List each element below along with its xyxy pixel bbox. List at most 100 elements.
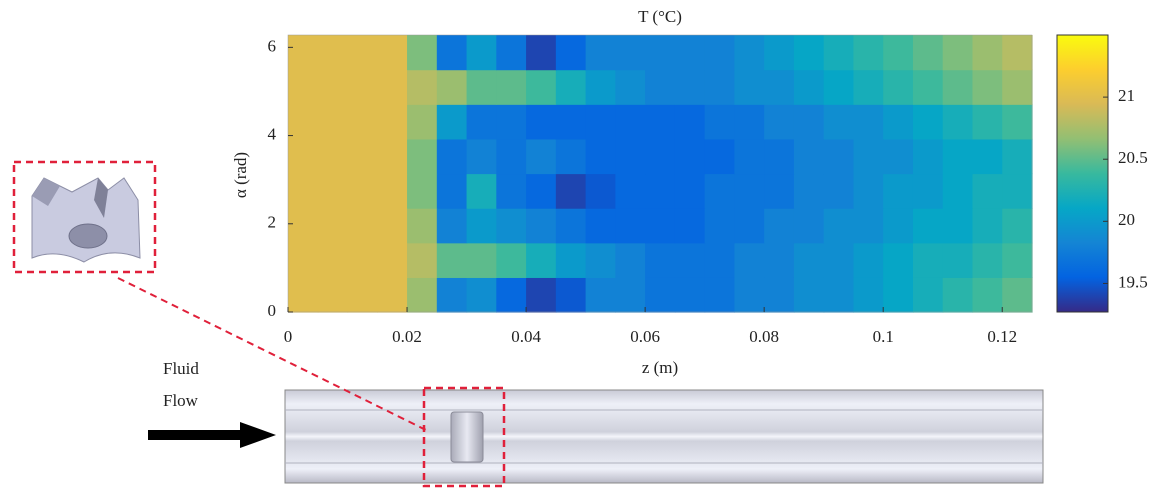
heat-cell xyxy=(913,104,943,139)
heat-cell xyxy=(496,104,526,139)
heat-cell xyxy=(586,243,616,278)
heat-cell xyxy=(853,208,883,243)
heat-cell xyxy=(526,208,556,243)
heat-cell xyxy=(496,70,526,105)
heat-cell xyxy=(556,174,586,209)
heat-cell xyxy=(288,277,318,312)
flow-label: Flow xyxy=(163,391,199,410)
heat-cell xyxy=(883,35,913,70)
heat-cell xyxy=(734,243,764,278)
heat-cell xyxy=(883,277,913,312)
chart-title: T (°C) xyxy=(638,7,682,26)
heat-cell xyxy=(972,70,1002,105)
heat-cell xyxy=(943,174,973,209)
heat-cell xyxy=(972,277,1002,312)
heat-cell xyxy=(824,243,854,278)
heat-cell xyxy=(943,35,973,70)
heat-cell xyxy=(645,174,675,209)
heat-cell xyxy=(288,35,318,70)
heat-cell xyxy=(972,139,1002,174)
heat-cell xyxy=(972,104,1002,139)
x-tick-label: 0.04 xyxy=(511,327,541,346)
heat-cell xyxy=(556,35,586,70)
heat-cell xyxy=(556,139,586,174)
heat-cell xyxy=(1002,35,1032,70)
heat-cell xyxy=(586,208,616,243)
x-tick-label: 0 xyxy=(284,327,293,346)
heat-cell xyxy=(883,139,913,174)
heat-cell xyxy=(615,104,645,139)
heat-cell xyxy=(794,104,824,139)
heat-cell xyxy=(972,35,1002,70)
heat-cell xyxy=(615,208,645,243)
heat-cell xyxy=(734,35,764,70)
heat-cell xyxy=(1002,70,1032,105)
heat-cell xyxy=(437,243,467,278)
heat-cell xyxy=(883,174,913,209)
heat-cell xyxy=(526,243,556,278)
x-tick-label: 0.1 xyxy=(873,327,894,346)
heat-cell xyxy=(556,277,586,312)
heat-cell xyxy=(705,174,735,209)
heat-cell xyxy=(824,139,854,174)
y-tick-label: 0 xyxy=(268,301,277,320)
heat-cell xyxy=(615,35,645,70)
heat-cell xyxy=(407,104,437,139)
heat-cell xyxy=(467,139,497,174)
heat-cell xyxy=(734,70,764,105)
heat-cell xyxy=(377,139,407,174)
heat-cell xyxy=(377,70,407,105)
heat-cell xyxy=(615,70,645,105)
heat-cell xyxy=(645,243,675,278)
heat-cell xyxy=(853,174,883,209)
heat-cell xyxy=(586,70,616,105)
heat-cell xyxy=(407,139,437,174)
heat-cell xyxy=(675,174,705,209)
x-axis-label: z (m) xyxy=(642,358,678,377)
heat-cell xyxy=(288,243,318,278)
heat-cell xyxy=(586,35,616,70)
heat-cell xyxy=(288,208,318,243)
heat-cell xyxy=(615,243,645,278)
heat-cell xyxy=(943,139,973,174)
heat-cell xyxy=(764,243,794,278)
heat-cell xyxy=(675,139,705,174)
heat-cell xyxy=(1002,243,1032,278)
heat-cell xyxy=(318,35,348,70)
heat-cell xyxy=(407,35,437,70)
heat-cell xyxy=(883,104,913,139)
heat-cell xyxy=(853,70,883,105)
heat-cell xyxy=(318,104,348,139)
heat-cell xyxy=(437,139,467,174)
heat-cell xyxy=(318,174,348,209)
heat-cell xyxy=(972,208,1002,243)
heat-cell xyxy=(794,277,824,312)
heat-cell xyxy=(794,139,824,174)
heat-cell xyxy=(824,277,854,312)
heat-cell xyxy=(467,35,497,70)
heat-cell xyxy=(764,174,794,209)
heat-cell xyxy=(764,277,794,312)
heat-cell xyxy=(734,139,764,174)
heat-cell xyxy=(586,139,616,174)
heat-cell xyxy=(526,70,556,105)
heat-cell xyxy=(348,174,378,209)
heat-cell xyxy=(913,208,943,243)
heat-cell xyxy=(437,277,467,312)
heat-cell xyxy=(824,174,854,209)
heat-cell xyxy=(437,174,467,209)
heat-cell xyxy=(705,70,735,105)
heat-cell xyxy=(586,174,616,209)
insert-icon xyxy=(32,178,140,262)
heat-cell xyxy=(556,243,586,278)
heat-cell xyxy=(1002,139,1032,174)
heat-cell xyxy=(794,174,824,209)
heat-cell xyxy=(407,243,437,278)
heat-cell xyxy=(1002,208,1032,243)
heat-cell xyxy=(615,174,645,209)
y-tick-label: 4 xyxy=(268,124,277,143)
heat-cell xyxy=(645,70,675,105)
heat-cell xyxy=(377,208,407,243)
heat-cell xyxy=(645,208,675,243)
heat-cell xyxy=(972,243,1002,278)
